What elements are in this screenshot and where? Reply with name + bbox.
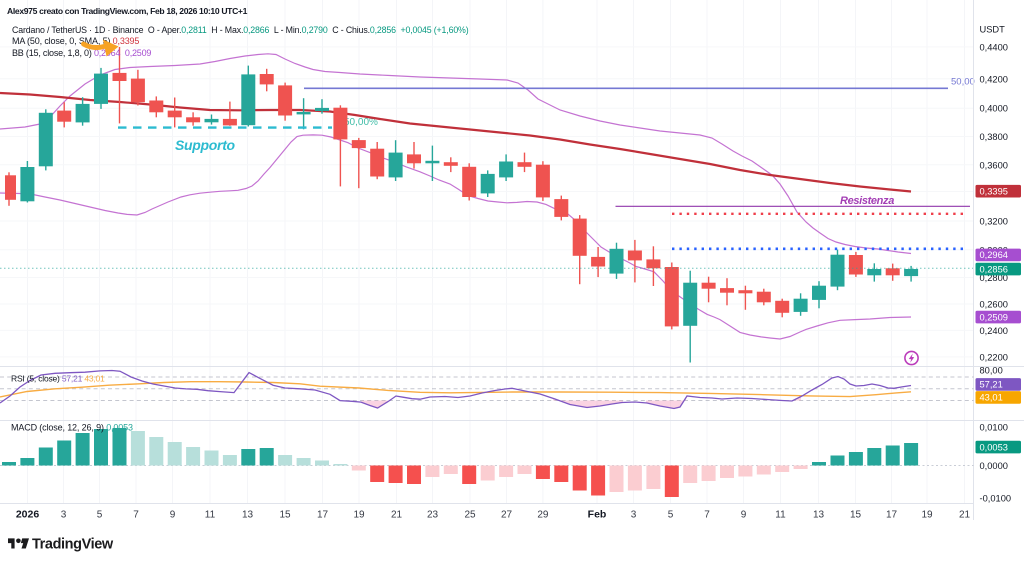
svg-text:2026: 2026: [16, 509, 40, 521]
svg-text:Feb: Feb: [588, 509, 607, 521]
svg-text:Supporto: Supporto: [175, 137, 236, 153]
svg-text:13: 13: [242, 510, 254, 521]
svg-text:57,21: 57,21: [980, 380, 1003, 390]
svg-text:7: 7: [704, 510, 710, 521]
svg-text:7: 7: [133, 510, 139, 521]
svg-text:0,4200: 0,4200: [980, 74, 1008, 84]
svg-text:MACD (close, 12, 26, 9) 0,0053: MACD (close, 12, 26, 9) 0,0053: [11, 423, 133, 433]
svg-text:19: 19: [921, 510, 933, 521]
svg-text:21: 21: [959, 510, 971, 521]
svg-text:50,00%: 50,00%: [344, 117, 378, 128]
svg-text:15: 15: [279, 510, 291, 521]
svg-text:0,0100: 0,0100: [980, 423, 1008, 433]
svg-text:0,3395: 0,3395: [980, 186, 1008, 196]
svg-text:0,2509: 0,2509: [980, 312, 1008, 322]
svg-text:25: 25: [464, 510, 476, 521]
svg-text:3: 3: [61, 510, 67, 521]
svg-text:-0,0100: -0,0100: [980, 494, 1012, 504]
svg-text:RSI (5, close) 57,21 43,01: RSI (5, close) 57,21 43,01: [11, 374, 105, 384]
svg-text:9: 9: [741, 510, 747, 521]
svg-text:9: 9: [170, 510, 176, 521]
svg-text:23: 23: [427, 510, 439, 521]
svg-text:13: 13: [813, 510, 825, 521]
svg-text:0,3800: 0,3800: [980, 132, 1008, 142]
svg-text:0,2856: 0,2856: [980, 264, 1008, 274]
svg-text:0,4400: 0,4400: [980, 42, 1008, 52]
svg-text:0,0000: 0,0000: [980, 461, 1008, 471]
svg-text:29: 29: [537, 510, 549, 521]
svg-text:Resistenza: Resistenza: [840, 195, 894, 207]
svg-text:11: 11: [205, 510, 216, 521]
svg-text:19: 19: [353, 510, 365, 521]
svg-text:USDT: USDT: [980, 25, 1006, 35]
svg-text:0,2800: 0,2800: [980, 273, 1008, 283]
svg-text:Cardano / TetherUS · 1D · Bina: Cardano / TetherUS · 1D · Binance O - Ap…: [12, 25, 469, 35]
svg-text:0,3600: 0,3600: [980, 160, 1008, 170]
svg-text:TradingView: TradingView: [32, 537, 114, 553]
svg-text:80,00: 80,00: [980, 366, 1003, 376]
svg-text:MA (50, close, 0, SMA, 5) 0,33: MA (50, close, 0, SMA, 5) 0,3395: [12, 36, 139, 46]
svg-text:50,00: 50,00: [951, 77, 975, 88]
svg-text:5: 5: [668, 510, 674, 521]
svg-text:43,01: 43,01: [980, 393, 1003, 403]
svg-text:0,0053: 0,0053: [980, 442, 1008, 452]
svg-text:17: 17: [886, 510, 898, 521]
svg-text:15: 15: [850, 510, 862, 521]
svg-text:0,2600: 0,2600: [980, 300, 1008, 310]
svg-text:0,4000: 0,4000: [980, 104, 1008, 114]
svg-text:BB (15, close, 1,8, 0) 0,2964: BB (15, close, 1,8, 0) 0,2964 0,2509: [12, 48, 151, 58]
svg-text:0,2400: 0,2400: [980, 326, 1008, 336]
svg-text:0,3200: 0,3200: [980, 217, 1008, 227]
svg-text:0,2964: 0,2964: [980, 250, 1008, 260]
svg-text:Alex975 creato con TradingView: Alex975 creato con TradingView.com, Feb …: [7, 6, 248, 16]
svg-text:5: 5: [97, 510, 103, 521]
svg-text:11: 11: [775, 510, 786, 521]
svg-text:0,2200: 0,2200: [980, 352, 1008, 362]
svg-text:27: 27: [501, 510, 513, 521]
svg-text:17: 17: [317, 510, 329, 521]
svg-text:21: 21: [391, 510, 403, 521]
svg-text:3: 3: [631, 510, 637, 521]
